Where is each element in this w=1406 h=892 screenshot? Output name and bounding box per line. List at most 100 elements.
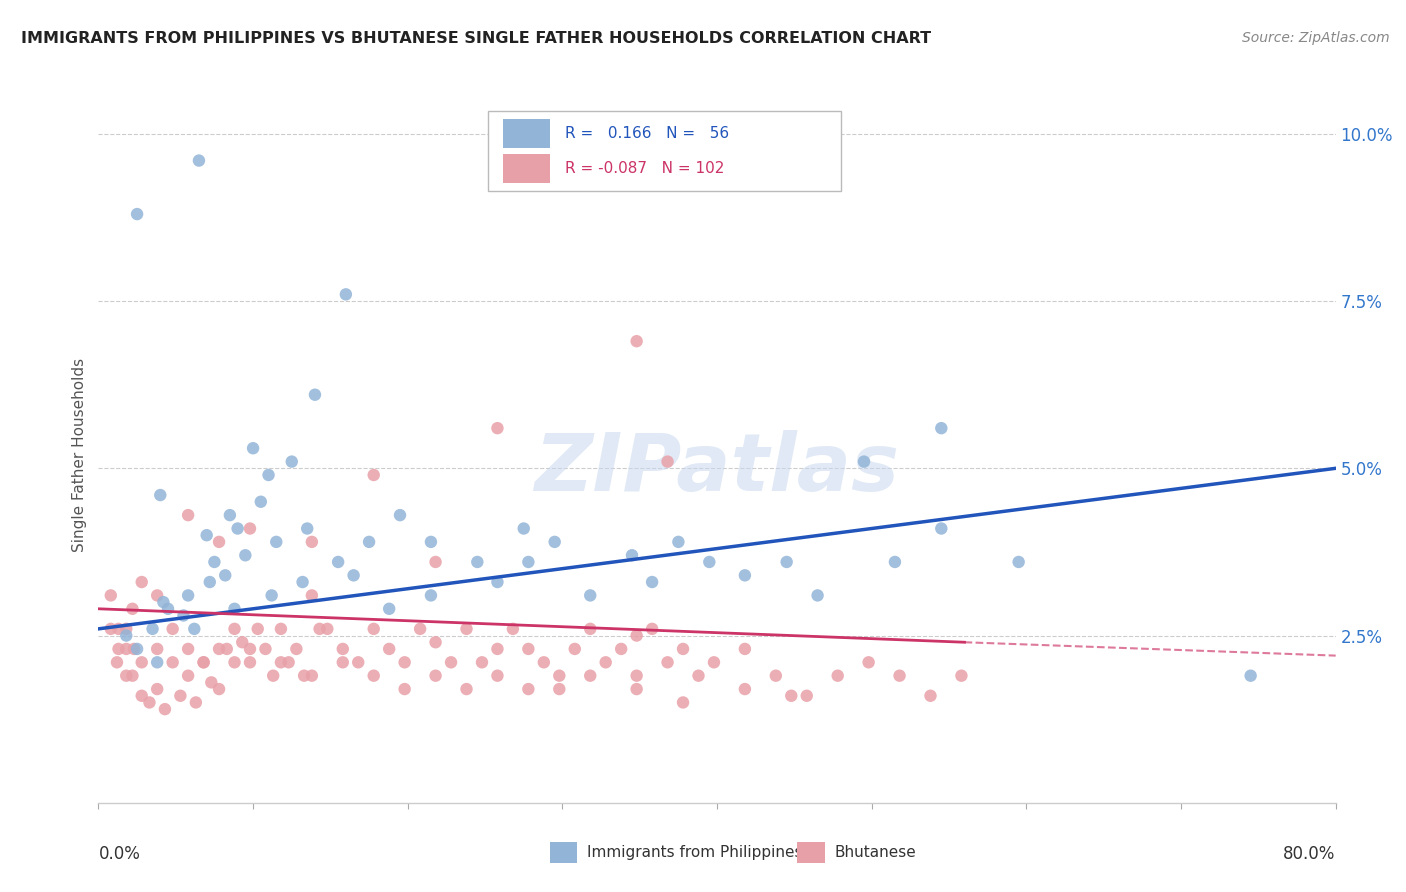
Point [765, 669, 787, 683]
Point [621, 548, 644, 563]
Point [486, 574, 509, 589]
Point [332, 642, 354, 657]
Text: 0.0%: 0.0% [98, 845, 141, 863]
Point [260, 589, 283, 603]
Point [626, 681, 648, 696]
Point [127, 207, 149, 221]
Point [889, 669, 911, 683]
Point [153, 702, 176, 716]
Text: IMMIGRANTS FROM PHILIPPINES VS BHUTANESE SINGLE FATHER HOUSEHOLDS CORRELATION CH: IMMIGRANTS FROM PHILIPPINES VS BHUTANESE… [21, 31, 931, 46]
Point [394, 655, 416, 669]
Point [579, 589, 602, 603]
Point [242, 442, 264, 455]
Point [363, 669, 385, 683]
Text: R = -0.087   N = 102: R = -0.087 N = 102 [565, 161, 724, 176]
Point [100, 589, 122, 603]
Point [198, 574, 221, 589]
Point [297, 521, 319, 535]
Point [208, 534, 231, 549]
Point [666, 534, 689, 549]
Point [215, 642, 238, 657]
Text: Immigrants from Philippines: Immigrants from Philippines [588, 846, 803, 861]
Point [266, 534, 288, 549]
Point [121, 601, 143, 615]
Point [188, 153, 211, 168]
Point [146, 681, 169, 696]
Point [486, 642, 509, 657]
Point [326, 555, 350, 569]
Point [950, 669, 973, 683]
Point [425, 635, 447, 649]
Point [920, 689, 942, 703]
Point [533, 655, 555, 669]
Point [301, 589, 323, 603]
Point [471, 655, 494, 669]
Point [291, 574, 314, 589]
Point [162, 622, 184, 636]
Point [807, 589, 830, 603]
Point [1007, 555, 1029, 569]
Point [177, 642, 200, 657]
Point [931, 521, 953, 535]
Point [517, 681, 540, 696]
Point [456, 681, 478, 696]
Point [193, 655, 215, 669]
Point [122, 642, 145, 657]
Point [657, 455, 679, 469]
Point [281, 455, 304, 469]
Point [579, 669, 602, 683]
Point [127, 642, 149, 657]
Point [657, 655, 679, 669]
Point [254, 642, 277, 657]
Point [776, 555, 799, 569]
Bar [797, 842, 825, 863]
Point [277, 655, 299, 669]
Point [138, 696, 160, 710]
Text: R =   0.166   N =   56: R = 0.166 N = 56 [565, 126, 728, 141]
Point [177, 669, 200, 683]
Point [931, 421, 953, 435]
Point [357, 534, 380, 549]
Text: ZIPatlas: ZIPatlas [534, 430, 900, 508]
Point [467, 555, 489, 569]
Point [332, 655, 354, 669]
Point [517, 555, 540, 569]
Point [239, 642, 262, 657]
Point [703, 655, 725, 669]
Point [157, 601, 180, 615]
Point [183, 622, 205, 636]
Point [173, 608, 195, 623]
Point [304, 387, 326, 401]
Point [858, 655, 880, 669]
Point [564, 642, 586, 657]
Point [626, 669, 648, 683]
Point [425, 669, 447, 683]
Point [115, 628, 138, 642]
Point [734, 681, 756, 696]
Point [699, 555, 721, 569]
Point [343, 568, 366, 582]
Text: Source: ZipAtlas.com: Source: ZipAtlas.com [1241, 31, 1389, 45]
Point [239, 655, 262, 669]
Point [152, 595, 174, 609]
Point [146, 655, 169, 669]
Point [626, 334, 648, 348]
Point [177, 589, 200, 603]
Point [579, 622, 602, 636]
Point [169, 689, 191, 703]
Point [115, 622, 138, 636]
Point [146, 642, 169, 657]
Point [796, 689, 818, 703]
Point [513, 521, 536, 535]
Point [610, 642, 633, 657]
Point [502, 622, 524, 636]
Point [827, 669, 849, 683]
Point [177, 508, 200, 523]
Point [270, 622, 292, 636]
Point [131, 689, 153, 703]
Point [115, 669, 138, 683]
Bar [503, 153, 550, 183]
Point [292, 669, 315, 683]
Point [239, 521, 262, 535]
Point [224, 622, 246, 636]
